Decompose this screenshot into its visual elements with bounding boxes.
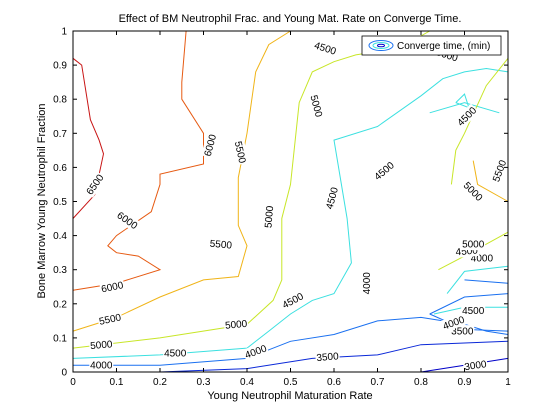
contour-label-bg: [232, 139, 249, 166]
contour-5500-segment-1: [72, 30, 291, 332]
contour-label-bg: [163, 347, 188, 360]
contour-label-bg: [440, 312, 467, 333]
legend-outer-ring-icon: [368, 40, 394, 51]
contour-label-bg: [208, 237, 234, 252]
x-tick-label: 0.9: [458, 377, 472, 388]
contour-label-bg: [453, 103, 480, 130]
contour-label-bg: [461, 238, 486, 251]
x-tick-label: 0.5: [284, 377, 298, 388]
contour-label-bg: [461, 304, 486, 317]
contour-label: 5500: [98, 312, 122, 327]
contour-lines: [72, 30, 509, 373]
x-tick-label: 0.6: [327, 377, 341, 388]
x-tick-label: 0.7: [371, 377, 385, 388]
contour-label: 3500: [451, 327, 474, 338]
plot-frame: [72, 30, 509, 373]
contour-5500-segment-2: [472, 160, 509, 202]
contour-label: 5000: [462, 240, 485, 251]
y-tick-label: 0.6: [53, 163, 67, 174]
contour-4000-segment-1: [73, 316, 509, 366]
y-tick-label: 0.9: [53, 61, 67, 72]
contour-label: 3500: [316, 351, 340, 364]
contour-4500-segment-1: [72, 67, 509, 359]
contour-label: 5000: [90, 339, 114, 352]
contour-4500-segment-4: [429, 102, 500, 114]
legend: Converge time, (min): [361, 35, 502, 56]
y-tick-label: 1: [61, 27, 67, 38]
contour-label: 5000: [225, 319, 249, 332]
contour-label-bg: [307, 92, 326, 120]
contour-4500-segment-2: [446, 265, 509, 294]
x-tick-label: 0.2: [153, 377, 167, 388]
contour-label-bg: [279, 289, 307, 312]
contour-label: 4500: [164, 349, 187, 360]
chart-title: Effect of BM Neutrophil Frac. and Young …: [119, 13, 462, 25]
contour-label: 5500: [232, 140, 247, 164]
legend-label: Converge time, (min): [397, 41, 490, 52]
contour-label: 3000: [464, 359, 488, 373]
contour-label-bg: [360, 271, 373, 296]
contour-label-bg: [114, 208, 141, 233]
plot-area: [73, 31, 508, 372]
contour-label-bg: [315, 349, 340, 364]
contour-label: 6000: [100, 280, 124, 295]
contour-label-bg: [312, 38, 339, 58]
contour-label-bg: [242, 341, 270, 362]
contour-3500-segment-1: [73, 340, 509, 373]
contour-label-bg: [322, 184, 341, 212]
x-tick-label: 0.1: [110, 377, 124, 388]
contour-label-bg: [89, 359, 114, 372]
contour-label: 4000: [90, 361, 113, 372]
contour-label-bg: [460, 178, 486, 205]
contour-label: 5500: [209, 239, 233, 252]
axis-ticks: 0 0.1 0.2 0.3 0.4 0.5 0.6 0.7 0.8 0.9 1 0 0.1 0.2 0.3 0…: [53, 27, 511, 389]
contour-5000-segment-3: [450, 57, 509, 185]
y-tick-label: 0.4: [53, 231, 67, 242]
y-axis-label: Bone Marrow Young Neutrophil Fraction: [36, 103, 48, 298]
x-tick-label: 0.3: [197, 377, 211, 388]
y-tick-label: 0: [61, 368, 67, 379]
legend-inner-ring-icon: [377, 43, 385, 48]
contour-4500-segment-5: [455, 93, 470, 109]
contour-label-bg: [223, 317, 249, 332]
contour-4000-segment-2: [429, 293, 509, 315]
y-tick-label: 0.5: [53, 197, 67, 208]
contour-label-bg: [201, 132, 219, 159]
contour-label: 5000: [263, 205, 276, 229]
x-tick-label: 0.8: [414, 377, 428, 388]
contour-label-bg: [97, 310, 123, 328]
x-tick-label: 1: [505, 377, 511, 388]
y-tick-label: 0.2: [53, 299, 67, 310]
x-tick-label: 0.4: [240, 377, 254, 388]
contour-label-bg: [469, 251, 494, 264]
y-tick-label: 0.7: [53, 129, 67, 140]
contour-label: 4500: [462, 306, 485, 317]
contour-label: 4000: [362, 272, 373, 295]
contour-label-bg: [489, 157, 510, 185]
contour-label: 4000: [471, 253, 494, 264]
contour-label-bg: [462, 357, 489, 373]
contour-label-bg: [370, 158, 398, 184]
contour-label-bg: [261, 204, 276, 230]
contour-6000-segment-1: [72, 30, 204, 291]
contour-label-bg: [99, 278, 126, 296]
contour-4000-segment-4: [464, 279, 509, 284]
legend-box: [361, 35, 502, 56]
y-tick-label: 0.8: [53, 95, 67, 106]
y-tick-label: 0.3: [53, 265, 67, 276]
legend-middle-ring-icon: [372, 42, 390, 49]
y-tick-label: 0.1: [53, 333, 67, 344]
x-tick-label: 0: [70, 377, 76, 388]
contour-label-bg: [88, 337, 114, 352]
contour-label-bg: [83, 171, 107, 198]
x-axis-label: Young Neutrophil Maturation Rate: [207, 390, 372, 402]
contour-label-bg: [450, 325, 475, 338]
